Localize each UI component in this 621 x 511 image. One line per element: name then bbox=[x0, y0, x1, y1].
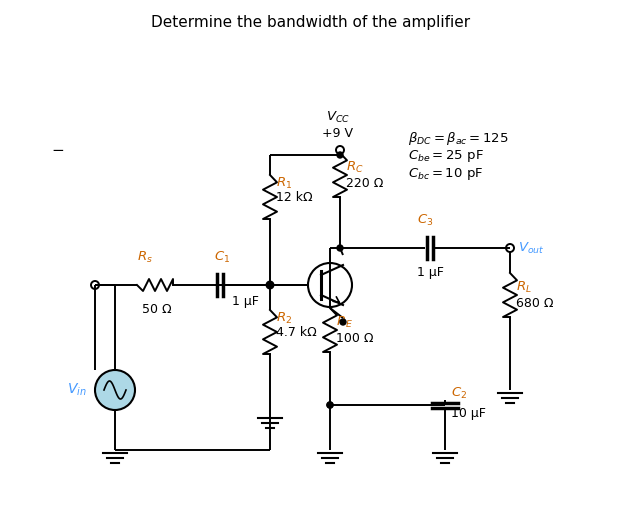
Text: 12 kΩ: 12 kΩ bbox=[276, 191, 312, 203]
Circle shape bbox=[337, 245, 343, 251]
Text: $V_{CC}$: $V_{CC}$ bbox=[326, 110, 350, 125]
Circle shape bbox=[95, 370, 135, 410]
Text: 4.7 kΩ: 4.7 kΩ bbox=[276, 326, 317, 338]
Text: +9 V: +9 V bbox=[322, 127, 353, 140]
Text: $C_3$: $C_3$ bbox=[417, 213, 433, 228]
Text: $R_2$: $R_2$ bbox=[276, 311, 292, 326]
Text: 680 Ω: 680 Ω bbox=[516, 296, 553, 310]
Text: $R_1$: $R_1$ bbox=[276, 175, 292, 191]
Circle shape bbox=[327, 402, 333, 408]
Circle shape bbox=[327, 402, 333, 408]
Text: $\beta_{DC} = \beta_{ac} = 125$: $\beta_{DC} = \beta_{ac} = 125$ bbox=[408, 129, 509, 147]
Circle shape bbox=[337, 152, 343, 158]
Text: 10 μF: 10 μF bbox=[451, 406, 486, 420]
Text: 100 Ω: 100 Ω bbox=[336, 332, 373, 344]
Text: $R_s$: $R_s$ bbox=[137, 250, 153, 265]
Circle shape bbox=[267, 282, 273, 288]
Text: $C_{bc} = 10\ \mathrm{pF}$: $C_{bc} = 10\ \mathrm{pF}$ bbox=[408, 166, 483, 182]
Text: 1 μF: 1 μF bbox=[417, 266, 443, 279]
Text: $C_1$: $C_1$ bbox=[214, 250, 230, 265]
Text: $R_L$: $R_L$ bbox=[516, 280, 532, 294]
Text: $C_{be} = 25\ \mathrm{pF}$: $C_{be} = 25\ \mathrm{pF}$ bbox=[408, 148, 484, 164]
Text: 50 Ω: 50 Ω bbox=[142, 303, 172, 316]
Text: $C_2$: $C_2$ bbox=[451, 385, 467, 401]
Text: $V_{out}$: $V_{out}$ bbox=[518, 241, 545, 256]
Text: 220 Ω: 220 Ω bbox=[346, 176, 383, 190]
Text: 1 μF: 1 μF bbox=[232, 294, 259, 308]
Text: $V_{in}$: $V_{in}$ bbox=[67, 382, 87, 398]
Circle shape bbox=[340, 319, 346, 325]
Text: Determine the bandwidth of the amplifier: Determine the bandwidth of the amplifier bbox=[152, 14, 471, 30]
Text: $R_C$: $R_C$ bbox=[346, 159, 364, 175]
Text: −: − bbox=[52, 143, 65, 157]
Text: $R_E$: $R_E$ bbox=[336, 314, 353, 330]
